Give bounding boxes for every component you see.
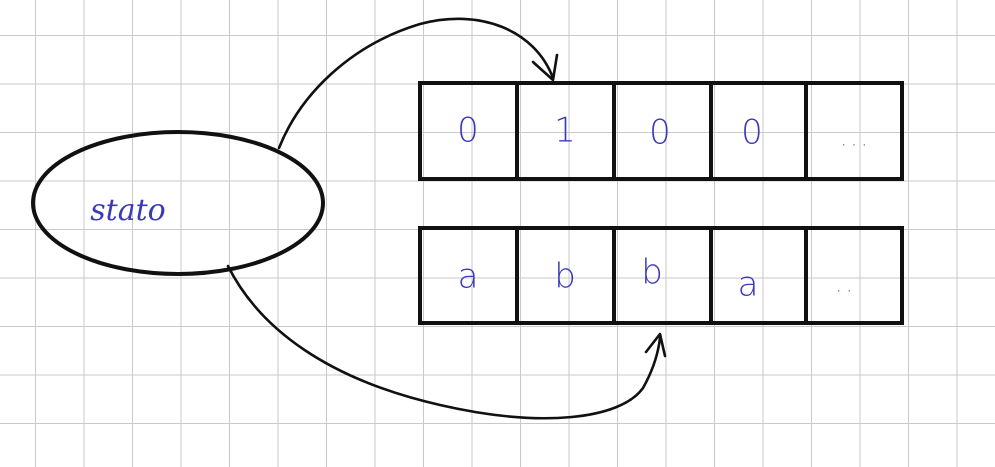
tape-bottom-symbol: a (738, 265, 759, 305)
tape-bottom-symbol: b (554, 257, 576, 297)
tape-bottom-symbol: a (458, 257, 479, 297)
tape-top-symbol: 0 (649, 113, 671, 153)
bottom-head-arrowhead (644, 332, 667, 358)
top-head-arrowhead (531, 53, 559, 82)
tape-top-symbol: 1 (554, 111, 576, 151)
tape-bottom: a b b a .. (418, 226, 904, 325)
tape-bottom-cell (709, 226, 808, 325)
tape-bottom-symbol: .. (836, 273, 857, 297)
tape-top-symbol: 0 (457, 111, 479, 151)
top-head-arrow (277, 17, 555, 150)
tape-top-symbol: ... (840, 127, 871, 151)
tape-top-cell (804, 81, 904, 181)
tape-bottom-symbol: b (641, 253, 663, 293)
bottom-head-arrow (226, 264, 662, 420)
state-label: stato (90, 193, 165, 228)
tape-bottom-cell (804, 226, 904, 325)
tape-top: 0 1 0 0 ... (418, 81, 904, 181)
tape-top-symbol: 0 (741, 113, 763, 153)
state-ellipse (31, 130, 325, 276)
